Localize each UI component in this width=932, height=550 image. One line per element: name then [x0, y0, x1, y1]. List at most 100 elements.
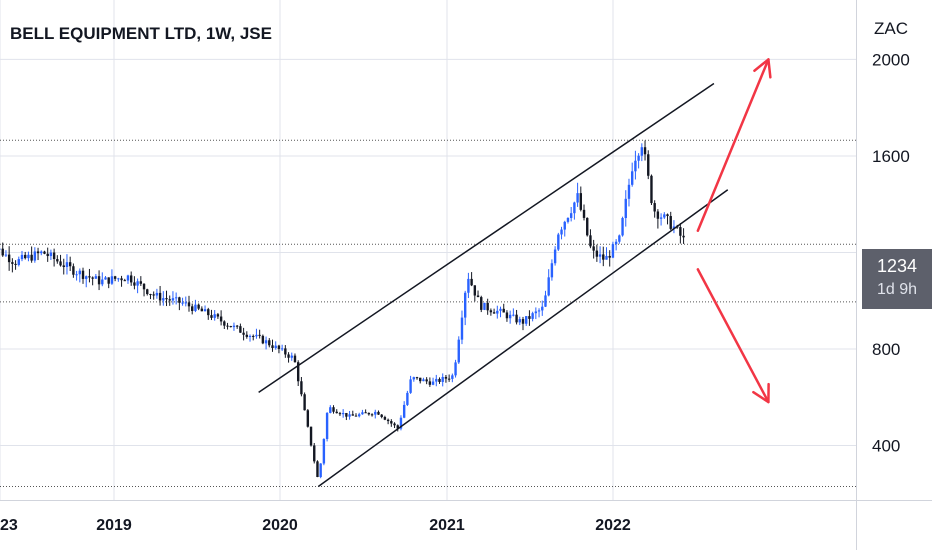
candle-down — [647, 154, 650, 176]
candle-up — [659, 217, 663, 219]
candle-up — [162, 298, 165, 301]
candle-down — [123, 280, 126, 282]
channel-lower-line[interactable] — [317, 189, 729, 488]
candle-up — [33, 251, 37, 261]
candle-down — [197, 304, 200, 309]
candle-down — [229, 326, 232, 328]
candle-up — [155, 292, 159, 296]
candle-up — [457, 339, 460, 363]
candle-up — [40, 251, 43, 254]
candle-up — [126, 275, 130, 281]
candle-down — [165, 298, 168, 300]
candle-down — [287, 354, 290, 358]
x-tick-label: 2021 — [429, 517, 465, 534]
candle-up — [569, 213, 573, 218]
candle-up — [20, 254, 24, 260]
projection-arrows[interactable] — [696, 58, 772, 404]
candle-up — [512, 314, 515, 316]
candle-up — [136, 281, 139, 286]
candle-down — [316, 461, 319, 478]
candle-up — [525, 316, 528, 324]
candle-down — [364, 412, 367, 414]
candle-up — [104, 277, 107, 280]
candle-down — [191, 306, 194, 311]
candlestick-series — [0, 140, 685, 479]
candle-up — [663, 214, 666, 218]
candle-down — [586, 217, 589, 236]
candle-up — [547, 277, 550, 296]
candle-down — [271, 345, 274, 349]
candle-up — [454, 362, 457, 376]
candle-up — [467, 278, 470, 293]
candle-down — [68, 262, 72, 267]
candle-up — [496, 310, 499, 314]
candle-up — [329, 407, 332, 413]
candle-down — [91, 277, 94, 279]
candle-up — [117, 278, 120, 280]
candle-down — [415, 377, 419, 379]
candle-down — [502, 308, 505, 313]
candle-down — [11, 262, 14, 264]
candle-down — [428, 381, 432, 385]
candle-down — [444, 376, 448, 379]
y-tick-label: 1600 — [872, 147, 910, 166]
candle-up — [560, 229, 563, 235]
candle-down — [59, 261, 62, 266]
candle-up — [85, 276, 88, 279]
candle-down — [425, 379, 428, 382]
candle-up — [451, 375, 454, 379]
channel-upper-line[interactable] — [258, 82, 715, 394]
candle-down — [268, 340, 271, 346]
candle-up — [618, 235, 621, 242]
candle-down — [235, 325, 239, 327]
candle-up — [49, 252, 53, 257]
candle-up — [325, 412, 329, 440]
bullish-arrow[interactable] — [696, 58, 772, 232]
candle-up — [614, 241, 618, 245]
candle-up — [248, 335, 252, 337]
candle-down — [24, 254, 27, 259]
candle-down — [351, 414, 354, 416]
candle-down — [390, 421, 393, 424]
candle-up — [110, 276, 114, 284]
candle-up — [640, 147, 644, 156]
candle-up — [435, 378, 438, 382]
candle-down — [528, 316, 531, 319]
candle-down — [480, 297, 483, 310]
candle-down — [36, 251, 40, 254]
candle-up — [255, 334, 258, 337]
candle-down — [592, 246, 595, 251]
candle-down — [252, 335, 255, 337]
candle-down — [207, 309, 210, 316]
candle-down — [142, 283, 146, 290]
candle-down — [473, 285, 477, 296]
candle-down — [158, 292, 162, 301]
candle-up — [94, 276, 98, 279]
candle-up — [463, 292, 467, 318]
candle-up — [557, 234, 560, 250]
candle-down — [370, 414, 374, 416]
candle-down — [284, 348, 287, 355]
candle-up — [544, 295, 547, 307]
candle-down — [383, 416, 387, 420]
candle-up — [290, 355, 293, 358]
candle-down — [293, 355, 297, 363]
candle-down — [335, 411, 338, 414]
candle-down — [608, 255, 611, 258]
x-tick-label: 2023 — [0, 517, 18, 534]
trend-channel[interactable] — [258, 82, 729, 488]
candle-up — [232, 325, 236, 328]
arrow-shaft — [696, 58, 770, 232]
candle-up — [627, 184, 631, 199]
candle-down — [113, 276, 117, 279]
candle-down — [393, 423, 396, 426]
candle-down — [666, 214, 669, 217]
candle-up — [322, 439, 326, 464]
candle-up — [566, 217, 570, 222]
candle-up — [598, 254, 602, 257]
candle-down — [303, 394, 306, 411]
candle-up — [499, 308, 502, 311]
bearish-arrow[interactable] — [696, 268, 770, 404]
